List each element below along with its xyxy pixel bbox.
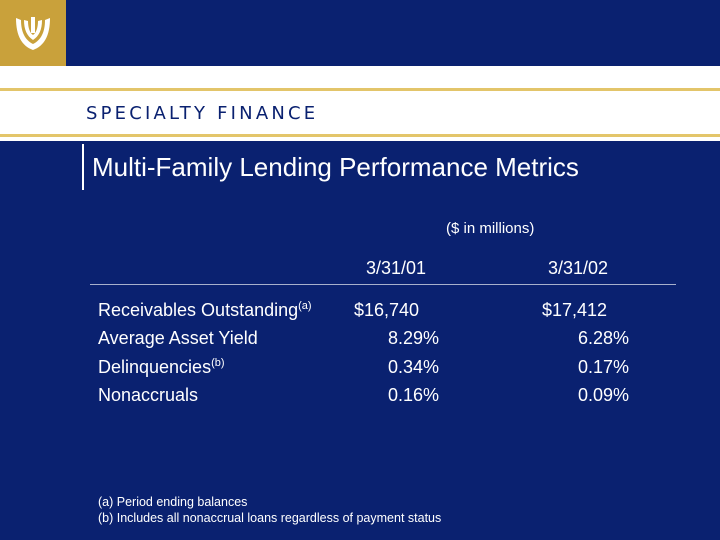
table-row: Receivables Outstanding(a) $16,740 $17,4…	[98, 300, 658, 324]
table-row: Average Asset Yield 8.29% 6.28%	[98, 328, 658, 352]
footnote-b: (b) Includes all nonaccrual loans regard…	[98, 511, 442, 525]
header-bottom-rule	[0, 134, 720, 137]
row-value-2001: 0.16%	[388, 385, 440, 405]
title-accent-bar	[82, 144, 84, 190]
row-value-2002: 0.17%	[578, 357, 630, 377]
row-label: Receivables Outstanding(a)	[98, 300, 312, 320]
table-row: Delinquencies(b) 0.34% 0.17%	[98, 357, 658, 381]
top-band	[0, 0, 720, 66]
footnote-marker: (a)	[298, 300, 312, 312]
column-header-2002: 3/31/02	[548, 258, 609, 278]
header-band	[0, 66, 720, 141]
slide-title: Multi-Family Lending Performance Metrics	[92, 152, 579, 182]
row-label: Average Asset Yield	[98, 328, 258, 348]
footnote-marker: (b)	[211, 357, 225, 369]
footnotes: (a) Period ending balances (b) Includes …	[98, 494, 441, 526]
header-top-rule	[0, 88, 720, 91]
table-row: Nonaccruals 0.16% 0.09%	[98, 385, 658, 409]
footnote-a: (a) Period ending balances	[98, 495, 248, 509]
row-value-2001: $16,740	[354, 300, 420, 320]
column-header-2001: 3/31/01	[366, 258, 427, 278]
units-label: ($ in millions)	[446, 220, 535, 237]
table-header-rule	[90, 284, 676, 285]
row-value-2001: 8.29%	[388, 328, 440, 348]
row-value-2002: 0.09%	[578, 385, 630, 405]
section-label: SPECIALTY FINANCE	[86, 103, 319, 124]
row-value-2001: 0.34%	[388, 357, 440, 377]
row-label: Delinquencies(b)	[98, 357, 225, 377]
row-label: Nonaccruals	[98, 385, 199, 405]
wachovia-shield-logo	[16, 17, 50, 50]
logo-box	[0, 0, 66, 66]
row-value-2002: 6.28%	[578, 328, 630, 348]
row-value-2002: $17,412	[542, 300, 608, 320]
